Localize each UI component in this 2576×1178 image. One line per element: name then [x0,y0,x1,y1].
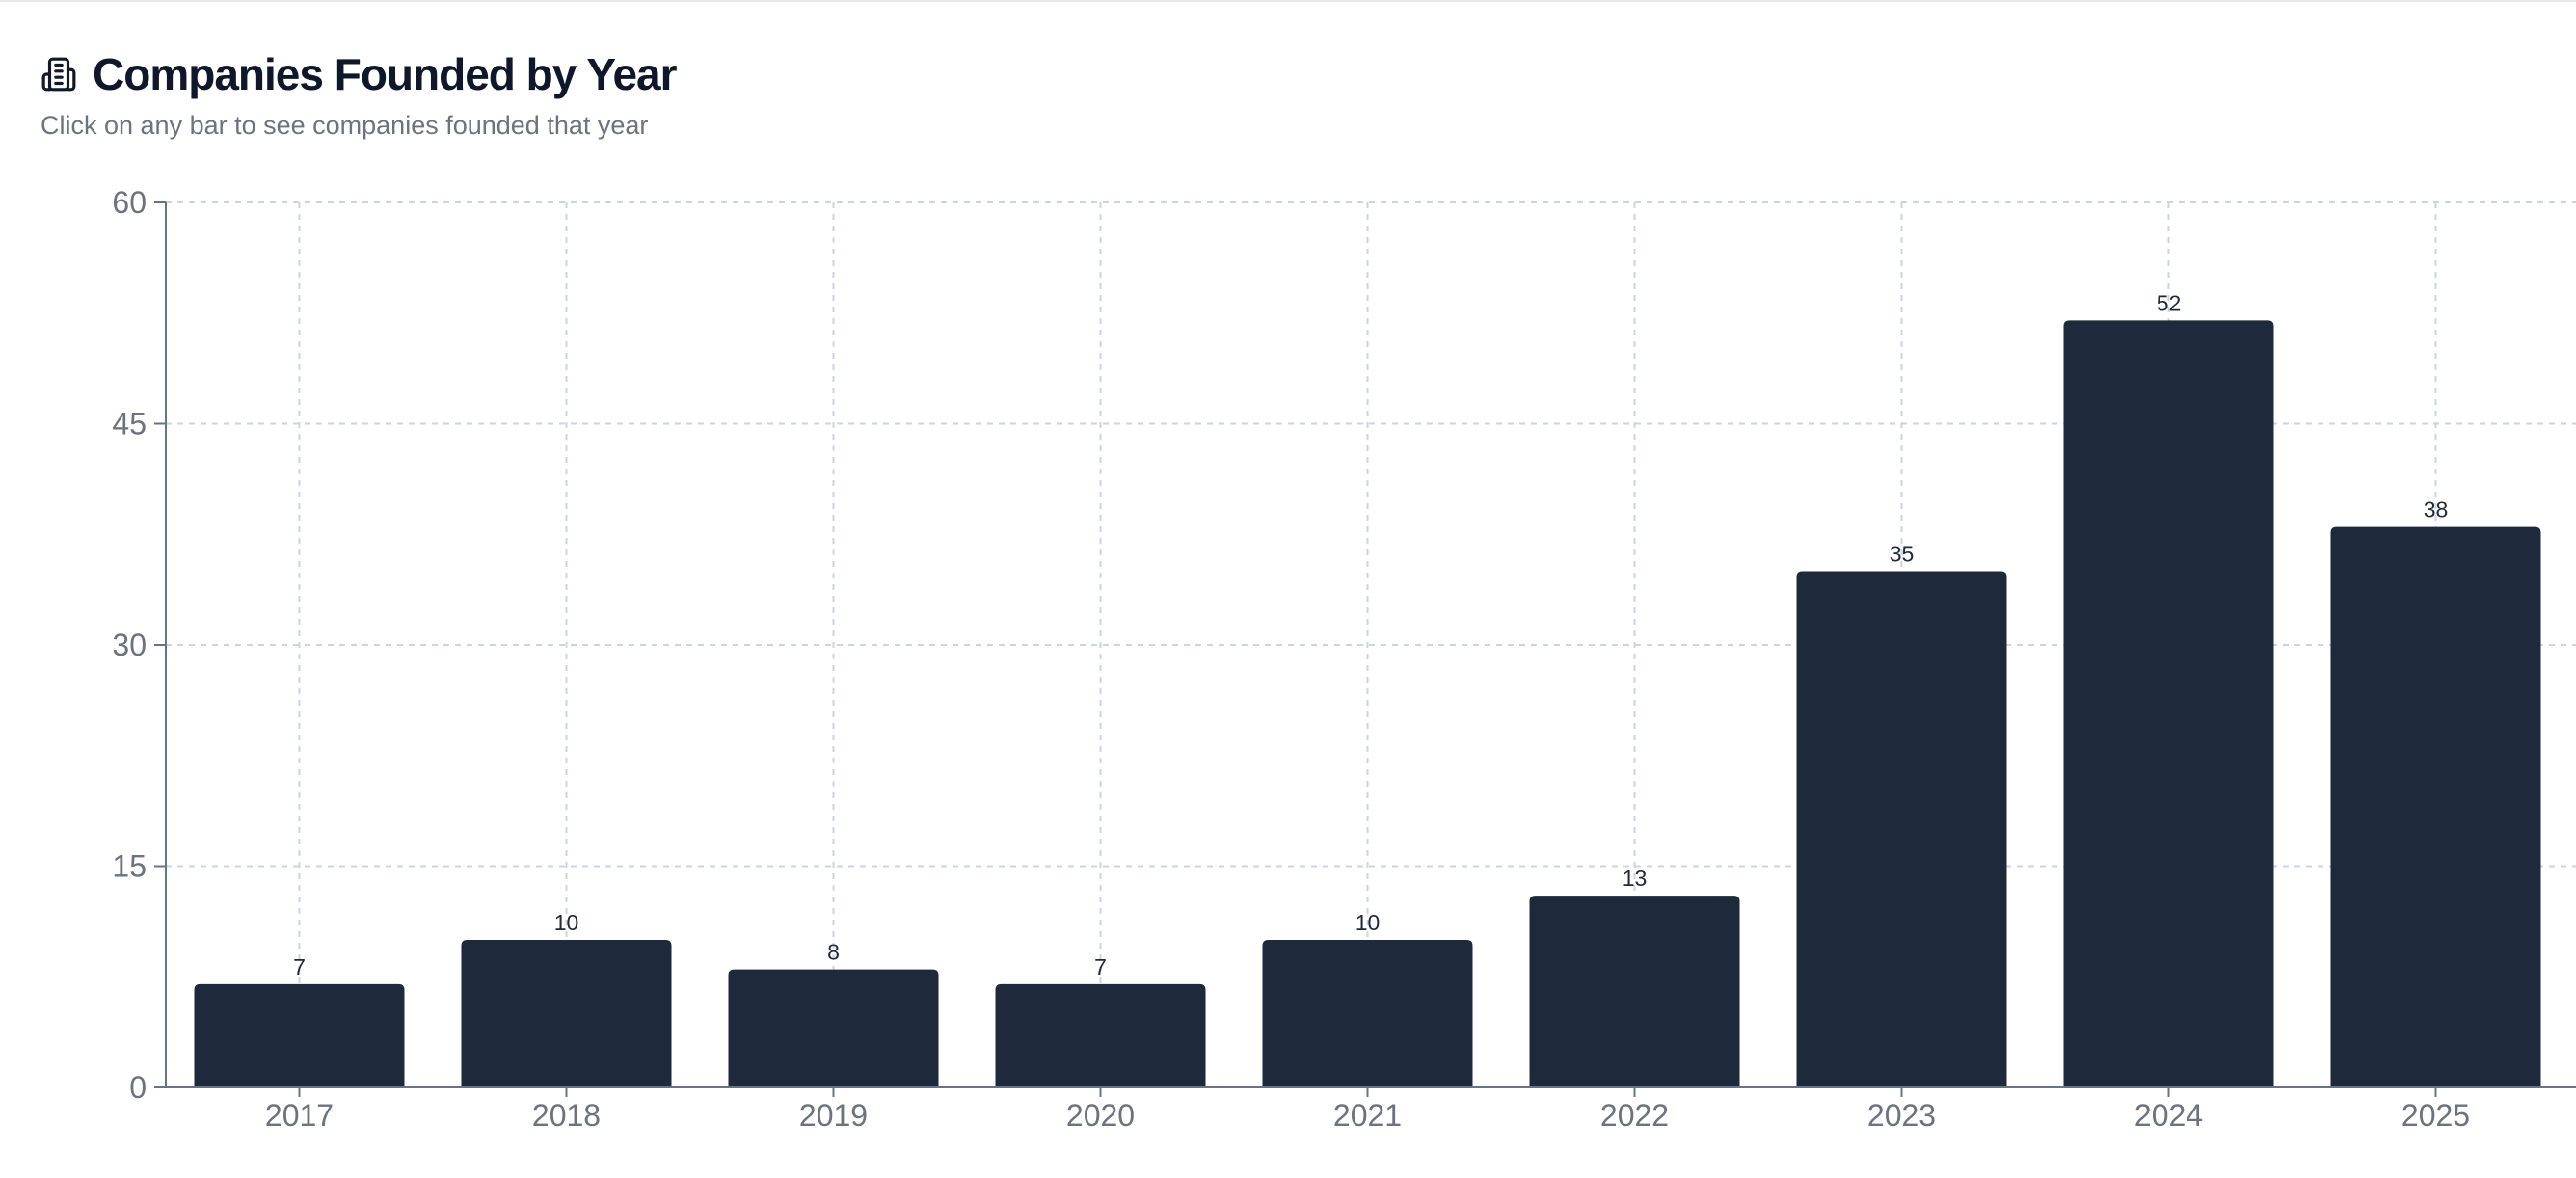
axis-layer: 0 15 30 45 60 2017 2018 2019 2020 2021 2022 2023 202… [112,185,2576,1133]
building-icon [40,55,77,94]
data-labels-layer: 7 10 8 7 10 13 35 52 38 [293,290,2448,979]
y-tick-label: 0 [129,1070,147,1105]
x-tick-label: 2018 [532,1098,601,1133]
data-label: 10 [1355,910,1381,935]
bar-2022[interactable] [1529,896,1740,1087]
y-tick-label: 15 [112,849,147,884]
x-tick-label: 2023 [1867,1098,1936,1133]
y-tick-label: 45 [112,407,147,442]
chart-header: Companies Founded by Year Click on any b… [40,48,678,141]
bar-2020[interactable] [995,983,1206,1087]
bar-2017[interactable] [194,983,405,1087]
y-tick-label: 60 [112,185,147,220]
y-tick-label: 30 [112,628,147,662]
page-title: Companies Founded by Year [93,49,678,99]
x-tick-label: 2021 [1333,1098,1402,1133]
x-tick-label: 2025 [2402,1098,2470,1133]
page-subtitle: Click on any bar to see companies founde… [40,111,649,140]
bars-layer [194,320,2541,1088]
bar-2025[interactable] [2330,526,2541,1087]
bar-2021[interactable] [1262,940,1473,1087]
x-tick-label: 2019 [799,1098,868,1133]
data-label: 38 [2424,497,2449,522]
x-tick-label: 2017 [265,1098,334,1133]
data-label: 10 [554,910,579,935]
x-tick-label: 2020 [1066,1098,1135,1133]
title-row: Companies Founded by Year [40,48,678,100]
bar-2023[interactable] [1796,571,2007,1088]
data-label: 52 [2157,290,2182,315]
data-label: 13 [1623,866,1648,891]
x-tick-label: 2024 [2134,1098,2203,1133]
bar-chart: 7 10 8 7 10 13 35 52 38 0 15 30 45 60 2017 2018 2019 202… [112,185,2576,1133]
bar-2024[interactable] [2063,320,2274,1087]
data-label: 7 [1094,954,1107,979]
data-label: 35 [1890,542,1915,567]
data-label: 7 [293,954,306,979]
bar-2018[interactable] [461,940,672,1087]
bar-2019[interactable] [728,969,939,1087]
data-label: 8 [827,940,840,965]
x-tick-label: 2022 [1600,1098,1669,1133]
